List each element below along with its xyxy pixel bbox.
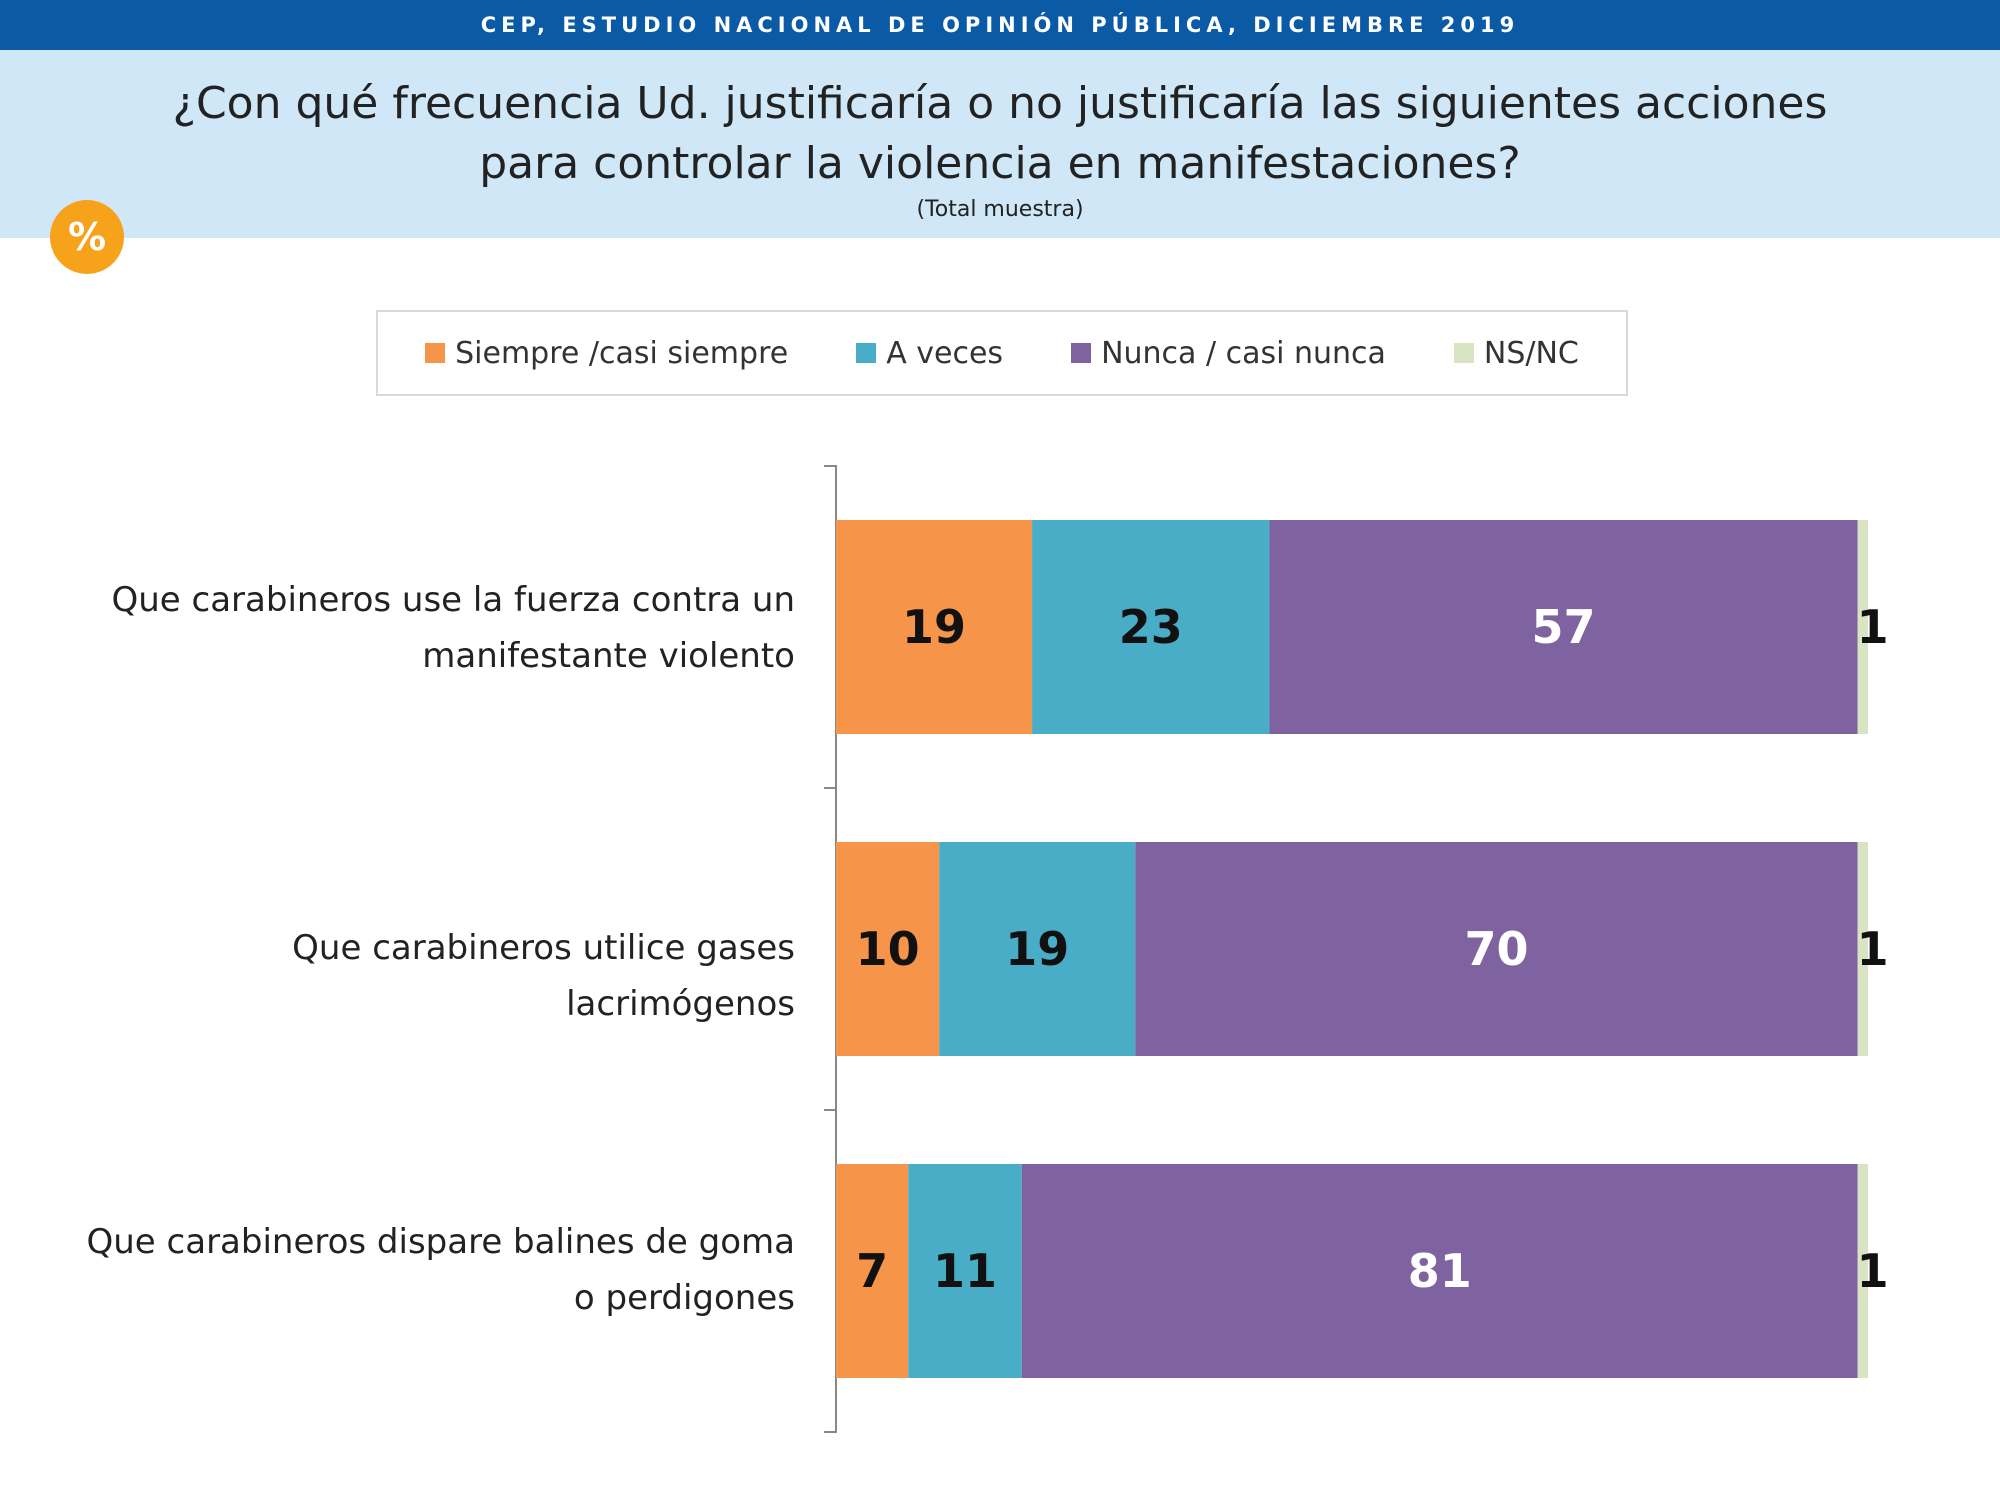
category-axis <box>824 465 837 1433</box>
bar-fuerza-nunca <box>1269 520 1858 734</box>
chart-legend: Siempre /casi siempre A veces Nunca / ca… <box>376 310 1628 396</box>
legend-swatch-nunca <box>1071 343 1092 363</box>
legend-swatch-siempre <box>425 343 446 363</box>
bar-balines-siempre <box>836 1164 909 1378</box>
survey-source-banner: CEP, ESTUDIO NACIONAL DE OPINIÓN PÚBLICA… <box>0 0 2000 50</box>
data-label-balines-nsnc: 1 <box>1857 1244 1889 1298</box>
data-label-gases-siempre: 10 <box>856 922 920 976</box>
bar-fuerza-a-veces <box>1032 520 1270 734</box>
data-label-fuerza-a-veces: 23 <box>1119 600 1183 654</box>
legend-item-nunca: Nunca / casi nunca <box>1071 336 1386 371</box>
legend-item-nsnc: NS/NC <box>1453 335 1579 371</box>
bar-balines-nunca <box>1021 1164 1858 1378</box>
bar-balines-a-veces <box>908 1164 1022 1378</box>
legend-swatch-nsnc <box>1453 343 1474 363</box>
chart-subtitle: (Total muestra) <box>916 197 1084 222</box>
legend-item-a-veces: A veces <box>856 336 1003 371</box>
data-label-gases-nunca: 70 <box>1464 922 1528 976</box>
data-label-balines-nunca: 81 <box>1408 1244 1472 1298</box>
legend-label-siempre: Siempre /casi siempre <box>455 335 789 371</box>
bar-balines-nsnc <box>1857 1164 1868 1378</box>
data-label-gases-a-veces: 19 <box>1005 922 1069 976</box>
bar-gases-nunca <box>1135 842 1858 1056</box>
bar-gases-nsnc <box>1857 842 1868 1056</box>
legend-label-a-veces: A veces <box>886 335 1004 371</box>
legend-swatch-a-veces <box>856 343 877 363</box>
bar-gases-siempre <box>836 842 940 1056</box>
legend-label-nunca: Nunca / casi nunca <box>1101 335 1386 371</box>
bar-fuerza-siempre <box>836 520 1033 734</box>
title-band: ¿Con qué frecuencia Ud. justificaría o n… <box>0 50 2000 238</box>
percent-badge-icon: % <box>50 200 124 274</box>
chart-title: ¿Con qué frecuencia Ud. justificaría o n… <box>172 78 1828 189</box>
category-label-fuerza: Que carabineros use la fuerza contra un … <box>111 580 795 676</box>
bar-fuerza-nsnc <box>1857 520 1868 734</box>
data-label-fuerza-siempre: 19 <box>902 600 966 654</box>
data-label-balines-a-veces: 11 <box>933 1244 997 1298</box>
category-label-balines: Que carabineros dispare balines de goma … <box>86 1222 796 1318</box>
bar-gases-a-veces <box>939 842 1136 1056</box>
data-label-gases-nsnc: 1 <box>1857 922 1889 976</box>
data-label-fuerza-nunca: 57 <box>1532 600 1596 654</box>
legend-item-siempre: Siempre /casi siempre <box>425 336 788 371</box>
data-label-balines-siempre: 7 <box>856 1244 888 1298</box>
data-label-fuerza-nsnc: 1 <box>1857 600 1889 654</box>
legend-label-nsnc: NS/NC <box>1483 335 1579 371</box>
category-label-gases: Que carabineros utilice gases lacrimógen… <box>292 928 795 1024</box>
